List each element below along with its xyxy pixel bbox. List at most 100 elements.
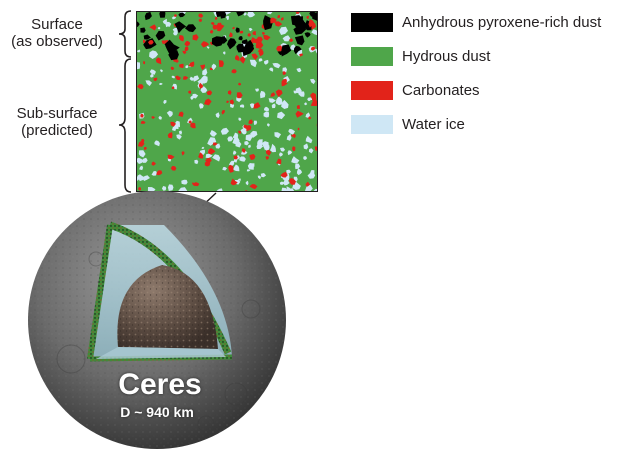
grain	[188, 61, 195, 67]
grain	[139, 165, 144, 171]
grain	[211, 132, 216, 137]
grain	[137, 62, 141, 70]
grain	[299, 53, 304, 57]
grain	[143, 146, 147, 150]
grain	[159, 69, 163, 73]
grain	[248, 119, 253, 125]
grain	[161, 186, 167, 191]
grain	[141, 138, 145, 143]
grain	[263, 34, 271, 41]
grain	[248, 27, 253, 32]
grain	[264, 59, 269, 65]
grain	[167, 154, 175, 160]
grain	[212, 154, 221, 162]
grain	[311, 29, 317, 36]
grain	[290, 15, 304, 27]
grain	[238, 178, 241, 181]
grain	[238, 82, 242, 86]
grain	[227, 90, 232, 95]
grain	[202, 68, 208, 76]
grain	[282, 71, 287, 75]
grain	[281, 99, 289, 109]
grain	[225, 15, 230, 20]
grain	[188, 120, 192, 124]
grain	[157, 27, 161, 30]
grain	[256, 144, 264, 149]
grain	[220, 12, 227, 19]
grain	[155, 30, 166, 41]
grain	[162, 18, 167, 24]
subsurface-label: Sub-surface (predicted)	[2, 105, 112, 139]
grain	[296, 67, 302, 73]
grain	[239, 156, 246, 162]
grain	[249, 59, 257, 68]
grain	[267, 123, 270, 127]
grain	[159, 12, 166, 18]
legend-label: Water ice	[402, 116, 465, 133]
grain	[138, 150, 146, 158]
grain	[212, 24, 218, 30]
grain	[243, 12, 247, 16]
grain	[176, 134, 182, 140]
grain	[292, 146, 296, 152]
grain	[184, 40, 191, 47]
grain	[272, 63, 281, 69]
grain	[137, 157, 145, 164]
grain	[188, 90, 192, 94]
regolith-grains	[137, 12, 317, 191]
grain	[147, 187, 156, 191]
grain	[246, 125, 252, 132]
grain	[182, 76, 189, 80]
grain	[236, 92, 243, 99]
grain	[265, 156, 270, 160]
grain	[240, 56, 246, 64]
surface-label: Surface (as observed)	[2, 16, 112, 50]
grain	[192, 93, 199, 99]
grain	[179, 63, 184, 69]
grain	[310, 170, 315, 177]
grain	[228, 32, 233, 38]
grain	[232, 164, 240, 172]
grain	[198, 13, 204, 18]
grain	[168, 50, 179, 61]
regolith-cross-section	[136, 11, 318, 192]
grain	[248, 144, 251, 148]
grain	[235, 54, 240, 61]
grain	[137, 176, 140, 181]
grain	[137, 174, 145, 182]
grain	[268, 98, 276, 103]
grain	[265, 149, 272, 156]
grain	[141, 157, 148, 163]
grain	[276, 45, 284, 52]
grain	[155, 57, 162, 65]
grain	[205, 157, 212, 163]
grain	[235, 27, 240, 33]
grain	[154, 140, 160, 147]
grain	[247, 12, 256, 18]
grain	[211, 63, 217, 71]
grain	[293, 45, 302, 55]
grain	[151, 116, 156, 119]
grain	[258, 51, 264, 57]
grain	[229, 99, 235, 105]
grain	[200, 64, 205, 70]
grain	[166, 110, 173, 118]
grain	[218, 22, 222, 26]
grain	[238, 36, 243, 41]
grain	[304, 184, 313, 191]
grain	[276, 158, 282, 165]
grain	[249, 130, 258, 138]
grain	[171, 75, 176, 79]
grain	[156, 170, 163, 176]
grain	[295, 87, 302, 94]
grain	[137, 21, 140, 27]
grain	[258, 58, 263, 62]
grain	[244, 140, 249, 146]
grain	[238, 117, 242, 121]
grain	[239, 30, 244, 34]
grain	[212, 142, 218, 146]
grain	[165, 22, 170, 28]
grain	[275, 96, 283, 106]
grain	[296, 105, 300, 109]
grain	[170, 165, 177, 171]
